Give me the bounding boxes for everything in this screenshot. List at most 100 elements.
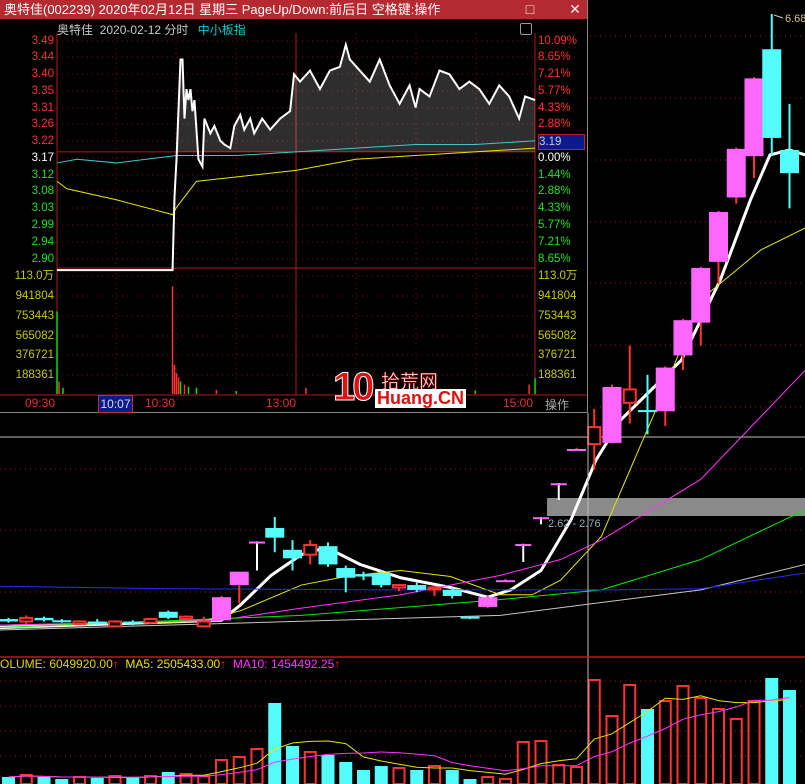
- candle: [515, 543, 532, 562]
- candle: [780, 103, 799, 209]
- close-button[interactable]: ✕: [569, 1, 581, 17]
- volume-bar: [126, 778, 140, 784]
- candle-body: [0, 619, 18, 622]
- candle-body: [87, 621, 107, 624]
- volume-header: VOLUME: 6049920.00↑ MA5: 2505433.00↑ MA1…: [0, 657, 340, 672]
- percent-label: 5.77%: [538, 85, 571, 97]
- candle-body: [780, 150, 799, 174]
- volume-bar: [286, 745, 299, 784]
- volume-bar: [2, 777, 15, 784]
- candle: [72, 620, 87, 626]
- volume-bar: [712, 707, 725, 784]
- candle: [354, 571, 373, 581]
- volume-bar: [516, 741, 530, 784]
- candle: [303, 540, 318, 565]
- range-label: 2.62 - 2.76: [548, 518, 601, 530]
- volume-label: 188361: [15, 369, 54, 381]
- price-label: 3.08: [31, 185, 54, 197]
- volume-ma-line: [8, 697, 790, 778]
- volume-bar: [747, 700, 761, 784]
- candle: [123, 620, 143, 626]
- candle: [265, 517, 285, 553]
- candle: [196, 616, 211, 628]
- price-label: 2.90: [31, 253, 54, 265]
- candle-body: [336, 568, 356, 578]
- candle-body: [478, 597, 498, 607]
- candle-body: [283, 549, 302, 559]
- candle-body: [442, 589, 462, 596]
- volume-bar: [321, 754, 335, 784]
- candle-body: [143, 618, 158, 624]
- price-label: 3.35: [31, 85, 54, 97]
- candle: [19, 615, 34, 624]
- price-label: 3.40: [31, 68, 54, 80]
- arrow-up-icon: ↑: [112, 657, 119, 671]
- index-line: [56, 140, 536, 164]
- candle-body: [354, 574, 373, 577]
- candle: [336, 565, 356, 593]
- candle-body: [587, 426, 602, 446]
- index-name[interactable]: 中小板指: [197, 23, 246, 37]
- window-titlebar[interactable]: 奥特佳(002239) 2020年02月12日 星期三 PageUp/Down:…: [0, 0, 587, 19]
- volume-bar: [108, 775, 122, 784]
- candle-body: [726, 148, 746, 198]
- volume-bar: [623, 684, 637, 784]
- ma-line: [0, 509, 805, 629]
- percent-label: 5.77%: [538, 219, 571, 231]
- volume-bar: [552, 764, 566, 784]
- candle: [709, 210, 728, 284]
- restore-button[interactable]: □: [525, 1, 535, 17]
- volume-bar: [463, 778, 477, 784]
- candle: [179, 615, 193, 621]
- percent-label: 0.00%: [538, 152, 571, 164]
- volume-label: 376721: [538, 349, 577, 361]
- volume-bar: [410, 770, 424, 784]
- ma-line: [0, 563, 805, 631]
- candle-body: [638, 410, 657, 413]
- volume-ma-lines: [8, 695, 790, 779]
- intraday-header: 奥特佳 2020-02-12 分时 中小板指: [57, 21, 246, 38]
- candle: [407, 582, 427, 593]
- time-axis: 09:30 10:07 10:30 13:00 15:00 操作: [0, 395, 587, 413]
- percent-label: 1.44%: [538, 169, 571, 181]
- candle-body: [407, 585, 427, 590]
- volume-ma-line: [8, 695, 790, 779]
- volume-bar: [445, 770, 459, 784]
- volume-bar: [250, 748, 264, 784]
- volume-bar: [374, 766, 388, 784]
- price-label: 2.99: [31, 219, 54, 231]
- panel-toggle-icon[interactable]: [520, 23, 532, 35]
- candle: [673, 318, 693, 370]
- candle-body: [691, 267, 711, 323]
- candle-body: [496, 580, 515, 583]
- candle-body: [72, 620, 87, 625]
- volume-bar: [357, 770, 370, 784]
- volume-ma10: MA10: 1454492.25: [232, 657, 335, 671]
- volume-label: 941804: [538, 290, 577, 302]
- ma-line: [0, 369, 805, 626]
- volume-bar: [179, 772, 193, 784]
- high-marker: 6.68: [773, 13, 805, 25]
- price-label: 3.26: [31, 118, 54, 130]
- candle-body: [602, 387, 622, 443]
- candle: [52, 619, 72, 623]
- intraday-date: 2020-02-12: [99, 23, 162, 37]
- volume-label: 565082: [15, 330, 54, 342]
- price-label: 3.17: [31, 152, 54, 164]
- average-price-line: [56, 147, 536, 216]
- price-label: 3.22: [31, 135, 54, 147]
- volume-bar: [658, 700, 672, 784]
- candle: [318, 542, 338, 567]
- candle: [533, 517, 549, 525]
- price-label: 3.12: [31, 169, 54, 181]
- volume-label: 113.0万: [538, 270, 578, 282]
- intraday-window[interactable]: 奥特佳(002239) 2020年02月12日 星期三 PageUp/Down:…: [0, 0, 588, 413]
- candle-body: [460, 616, 480, 619]
- action-button[interactable]: 操作: [545, 398, 570, 412]
- volume-bar: [392, 766, 406, 784]
- percent-label: 10.09%: [538, 35, 578, 47]
- candle-body: [123, 621, 143, 624]
- percent-label: 7.21%: [538, 236, 571, 248]
- volume-bar: [570, 765, 583, 784]
